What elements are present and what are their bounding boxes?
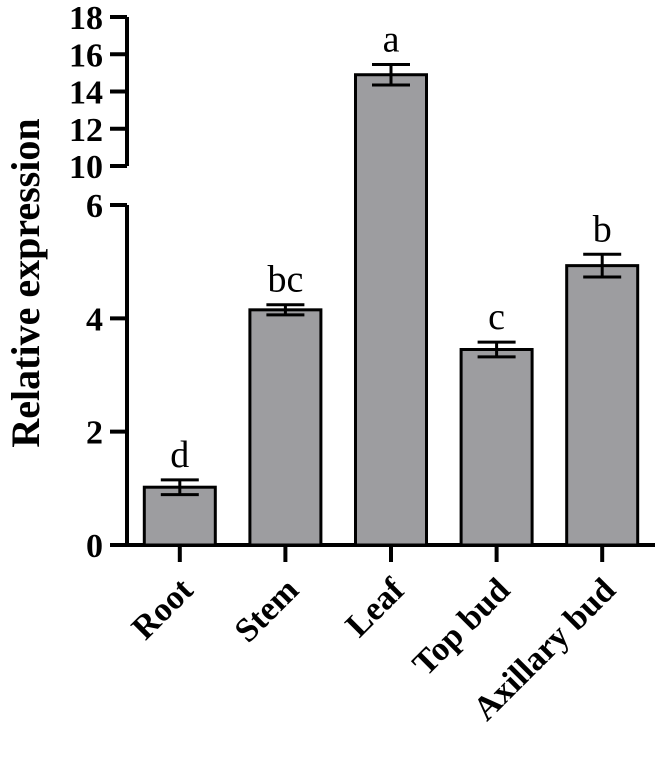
bar [459,348,534,547]
bar [248,308,323,547]
y-tick-label: 2 [86,415,103,452]
bar [354,73,428,547]
y-tick-label: 6 [86,188,103,225]
x-tick-label: Stem [228,571,306,649]
y-tick-label: 16 [69,37,103,74]
y-tick-label: 4 [86,301,103,338]
significance-label: bc [267,259,303,301]
y-tick-label: 12 [69,112,103,149]
bar [142,485,217,547]
y-tick-label: 10 [69,149,103,186]
y-axis-title: Relative expression [3,118,48,447]
significance-label: d [170,434,189,476]
y-tick-label: 18 [69,0,103,37]
bars [142,62,640,547]
x-tick-label: Root [125,571,201,647]
x-tick-label: Leaf [339,571,412,644]
bar [565,264,640,547]
y-tick-label: 14 [69,75,103,112]
significance-label: a [383,18,400,60]
y-tick-label: 0 [86,528,103,565]
significance-label: c [488,296,505,338]
significance-label: b [593,208,612,250]
